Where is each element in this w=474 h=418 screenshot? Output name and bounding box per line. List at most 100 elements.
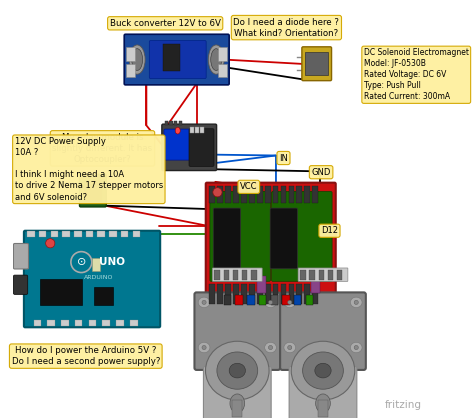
- Ellipse shape: [198, 342, 210, 353]
- FancyBboxPatch shape: [124, 34, 229, 85]
- Text: VCC: VCC: [240, 182, 257, 191]
- Bar: [236, 295, 243, 305]
- Bar: [102, 320, 110, 326]
- FancyBboxPatch shape: [206, 183, 336, 306]
- FancyBboxPatch shape: [13, 243, 28, 269]
- Text: fritzing: fritzing: [385, 400, 422, 410]
- Bar: [169, 121, 173, 125]
- Bar: [296, 284, 302, 304]
- Bar: [130, 320, 137, 326]
- Bar: [318, 400, 328, 417]
- Ellipse shape: [264, 342, 276, 353]
- Ellipse shape: [264, 297, 276, 308]
- Bar: [201, 127, 204, 133]
- Bar: [273, 284, 278, 304]
- Bar: [34, 320, 41, 326]
- Bar: [273, 186, 278, 203]
- Bar: [289, 186, 294, 203]
- Bar: [296, 186, 302, 203]
- Text: 12V DC Power Supply
10A ?

I think I might need a 10A
to drive 2 Nema 17 stepper: 12V DC Power Supply 10A ? I think I migh…: [15, 137, 163, 201]
- Bar: [217, 284, 223, 304]
- Bar: [281, 284, 286, 304]
- Bar: [259, 295, 266, 305]
- Ellipse shape: [46, 239, 55, 248]
- Bar: [242, 270, 247, 280]
- FancyBboxPatch shape: [280, 293, 366, 370]
- Bar: [89, 320, 96, 326]
- Bar: [39, 231, 46, 237]
- FancyBboxPatch shape: [302, 47, 331, 81]
- Bar: [224, 270, 229, 280]
- Bar: [214, 270, 220, 280]
- Bar: [282, 295, 290, 305]
- Bar: [126, 47, 135, 61]
- Bar: [75, 320, 82, 326]
- Bar: [63, 231, 70, 237]
- FancyBboxPatch shape: [80, 174, 106, 207]
- Bar: [74, 231, 82, 237]
- Ellipse shape: [284, 342, 296, 353]
- Bar: [126, 64, 135, 77]
- FancyBboxPatch shape: [212, 268, 262, 281]
- FancyBboxPatch shape: [298, 268, 348, 281]
- Text: D12: D12: [321, 226, 338, 235]
- FancyBboxPatch shape: [194, 293, 280, 370]
- Ellipse shape: [288, 300, 292, 304]
- Bar: [190, 127, 194, 133]
- Bar: [195, 127, 200, 133]
- Text: UNO: UNO: [99, 257, 125, 267]
- Ellipse shape: [213, 188, 222, 197]
- Bar: [319, 270, 324, 280]
- Text: Do I need a diode here ?
What kind? Orientation?: Do I need a diode here ? What kind? Orie…: [234, 18, 339, 38]
- Bar: [311, 276, 320, 293]
- FancyBboxPatch shape: [189, 129, 214, 166]
- Ellipse shape: [268, 300, 273, 304]
- Bar: [300, 270, 306, 280]
- Ellipse shape: [268, 345, 273, 349]
- Bar: [337, 270, 342, 280]
- Ellipse shape: [202, 300, 206, 304]
- Bar: [305, 52, 328, 75]
- Text: IN: IN: [279, 153, 288, 163]
- Bar: [165, 121, 168, 125]
- Bar: [133, 231, 140, 237]
- Ellipse shape: [284, 297, 296, 308]
- Bar: [241, 186, 246, 203]
- Ellipse shape: [71, 252, 92, 273]
- Bar: [312, 284, 318, 304]
- Bar: [304, 284, 310, 304]
- Text: DC Solenoid Electromagnet
Model: JF-0530B
Rated Voltage: DC 6V
Type: Push Pull
R: DC Solenoid Electromagnet Model: JF-0530…: [364, 48, 469, 102]
- Bar: [94, 287, 113, 305]
- Text: How do I power the Arduino 5V ?
Do I need a second power supply?: How do I power the Arduino 5V ? Do I nee…: [11, 346, 160, 366]
- Bar: [163, 44, 180, 71]
- Ellipse shape: [206, 341, 269, 400]
- Bar: [289, 284, 294, 304]
- Ellipse shape: [132, 49, 143, 70]
- Bar: [257, 186, 263, 203]
- Text: GND: GND: [311, 168, 331, 177]
- Text: ARDUINO: ARDUINO: [84, 275, 113, 280]
- Bar: [233, 186, 239, 203]
- Bar: [233, 270, 238, 280]
- Bar: [61, 320, 69, 326]
- Bar: [51, 231, 58, 237]
- Bar: [328, 270, 333, 280]
- Bar: [217, 186, 223, 203]
- Bar: [92, 258, 100, 272]
- Ellipse shape: [316, 394, 330, 413]
- Ellipse shape: [291, 341, 355, 400]
- Bar: [209, 284, 215, 304]
- Bar: [310, 270, 315, 280]
- FancyBboxPatch shape: [203, 367, 271, 418]
- Bar: [98, 231, 105, 237]
- Bar: [84, 180, 102, 201]
- FancyBboxPatch shape: [162, 124, 217, 171]
- Bar: [27, 231, 35, 237]
- Bar: [304, 186, 310, 203]
- Ellipse shape: [354, 345, 358, 349]
- Ellipse shape: [350, 297, 362, 308]
- Bar: [40, 279, 82, 305]
- FancyBboxPatch shape: [164, 129, 191, 160]
- Ellipse shape: [354, 300, 358, 304]
- Bar: [251, 270, 257, 280]
